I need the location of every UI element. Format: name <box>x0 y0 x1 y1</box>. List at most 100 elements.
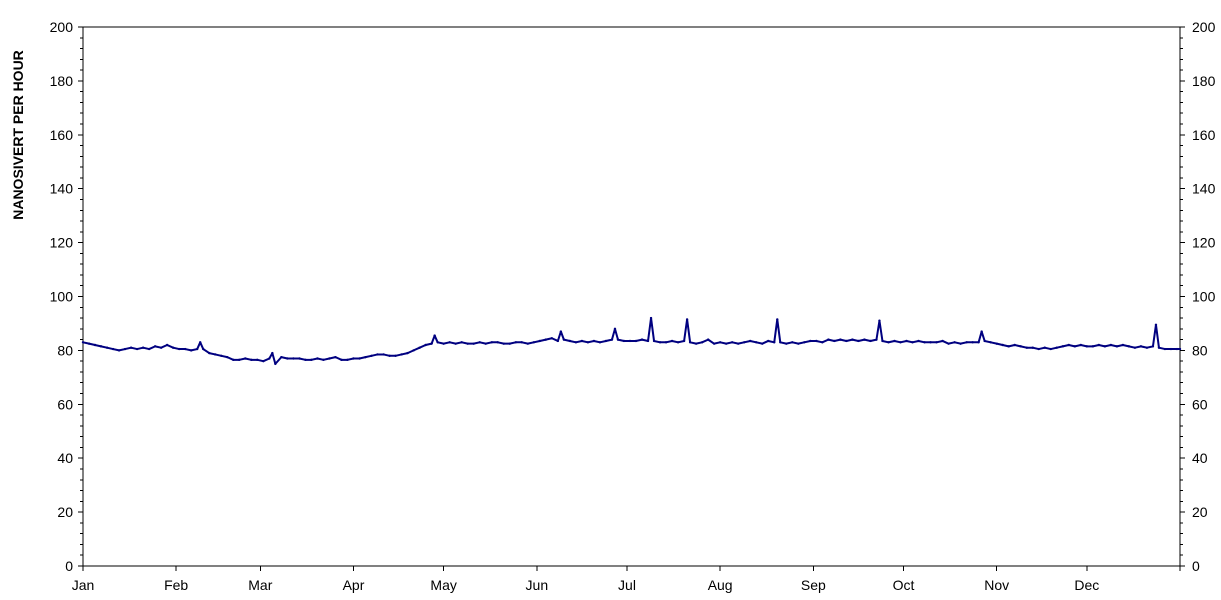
data-point <box>298 357 301 360</box>
data-point <box>718 341 722 344</box>
data-point <box>559 330 563 333</box>
data-point <box>433 334 436 337</box>
data-point <box>388 354 391 357</box>
data-point <box>430 342 433 345</box>
data-point <box>923 341 926 344</box>
data-point <box>129 346 133 349</box>
y-tick-label-right: 100 <box>1192 289 1216 305</box>
x-axis: Jan Feb Mar Apr May Jun Jul Aug Sep Oct Nov Dec <box>72 566 1181 593</box>
data-point <box>1139 345 1143 348</box>
data-point <box>496 341 499 344</box>
data-point <box>526 342 530 345</box>
data-point <box>809 339 812 343</box>
data-point <box>724 342 728 345</box>
data-point <box>1091 345 1095 348</box>
data-point <box>460 341 463 344</box>
data-point <box>887 341 890 344</box>
data-point <box>490 341 493 344</box>
data-point <box>123 347 127 351</box>
y-axis-title: NANOSIVERT PER HOUR <box>10 50 26 220</box>
data-point <box>93 343 97 347</box>
data-point <box>550 337 554 340</box>
data-point <box>105 346 109 349</box>
y-tick-label-left: 200 <box>50 19 74 35</box>
data-point <box>424 343 427 347</box>
data-point <box>292 357 295 360</box>
data-point <box>1067 343 1071 347</box>
data-point <box>1121 343 1125 347</box>
x-tick-label: Jun <box>526 577 549 593</box>
x-tick-label: Sep <box>801 577 826 593</box>
data-point <box>340 358 343 362</box>
data-point <box>676 341 680 344</box>
data-point <box>995 342 998 345</box>
x-tick-label: Aug <box>708 577 733 593</box>
data-point <box>1133 346 1137 349</box>
data-point <box>935 341 938 344</box>
x-tick-label: Dec <box>1074 577 1099 593</box>
data-point <box>532 341 536 344</box>
data-point <box>484 342 487 345</box>
data-point <box>893 339 896 343</box>
data-point <box>815 339 818 343</box>
data-point <box>878 319 881 322</box>
data-point <box>743 341 746 344</box>
data-point <box>700 341 704 344</box>
data-point <box>1178 347 1182 351</box>
data-point <box>670 339 674 343</box>
data-point <box>1049 347 1052 351</box>
data-point <box>202 347 205 351</box>
y-tick-label-right: 40 <box>1192 450 1208 466</box>
data-point <box>250 358 253 362</box>
y-tick-label-right: 0 <box>1192 558 1200 574</box>
y-tick-label-right: 140 <box>1192 181 1216 197</box>
y-tick-label-left: 140 <box>50 181 74 197</box>
data-point <box>881 339 884 343</box>
data-point <box>580 339 584 343</box>
data-point <box>520 341 523 344</box>
data-point <box>761 342 764 345</box>
data-point <box>839 338 842 341</box>
data-point <box>905 339 908 343</box>
data-point <box>857 339 860 343</box>
y-axis-left: 0 20 40 60 80 100 120 140 160 180 200 <box>50 19 83 574</box>
data-point <box>685 318 689 321</box>
data-point <box>688 341 692 344</box>
data-point <box>196 347 199 351</box>
data-point <box>1103 345 1107 348</box>
data-point <box>322 358 325 362</box>
data-point <box>99 345 103 348</box>
data-point <box>111 347 115 351</box>
x-tick-label: May <box>430 577 456 593</box>
data-point <box>400 353 403 356</box>
data-point <box>706 338 710 341</box>
y-axis-right: 0 20 40 60 80 100 120 140 160 180 200 <box>1180 19 1216 574</box>
x-tick-label: Jul <box>618 577 636 593</box>
data-point <box>610 338 614 341</box>
y-tick-label-right: 120 <box>1192 235 1216 251</box>
data-point <box>1079 343 1083 347</box>
data-point <box>177 347 181 351</box>
data-point <box>1109 343 1113 347</box>
x-tick-label: Nov <box>984 577 1009 593</box>
data-point <box>664 341 668 344</box>
data-point <box>87 342 91 345</box>
data-point <box>406 351 409 355</box>
data-point <box>712 342 716 345</box>
data-point <box>256 358 259 362</box>
y-tick-label-left: 80 <box>57 342 73 358</box>
data-point <box>538 339 542 343</box>
data-point <box>574 341 578 344</box>
data-point <box>640 338 644 341</box>
data-point <box>776 318 779 321</box>
data-point <box>544 338 548 341</box>
data-point <box>370 354 373 357</box>
data-point <box>394 354 397 357</box>
data-point <box>135 347 139 351</box>
data-point <box>749 339 752 343</box>
data-point <box>1055 346 1058 349</box>
data-point <box>1163 347 1167 351</box>
data-point <box>959 342 962 345</box>
data-point <box>153 345 157 348</box>
y-tick-label-right: 200 <box>1192 19 1216 35</box>
